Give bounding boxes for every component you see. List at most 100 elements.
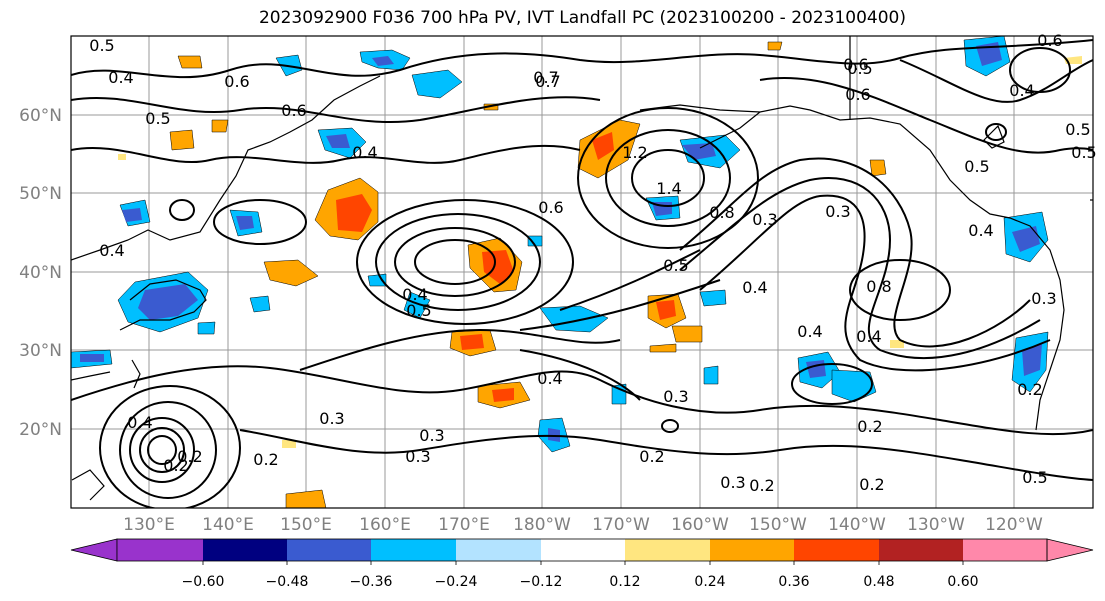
contour-label: 0.4 <box>352 143 377 162</box>
contour-label: 0.4 <box>402 285 427 304</box>
longitude-label: 140°W <box>828 515 886 535</box>
contour-label: 0.8 <box>866 277 891 296</box>
colorbar-tick-label: −0.24 <box>435 574 478 590</box>
pc-shading <box>71 36 1082 508</box>
contour-label: 0.2 <box>639 447 664 466</box>
colorbar-extension-min <box>70 538 118 562</box>
contour-label: 0.4 <box>1009 81 1034 100</box>
coastlines <box>71 36 1093 501</box>
contour-label: 0.6 <box>281 101 306 120</box>
colorbar-tick-label: 0.60 <box>947 574 978 590</box>
contour-label: 0.4 <box>797 322 822 341</box>
contour-label: 0.3 <box>752 210 777 229</box>
longitude-label: 130°W <box>907 515 965 535</box>
contour-label: 0.3 <box>1031 289 1056 308</box>
longitude-label: 180°W <box>513 515 571 535</box>
contour-label: 0.2 <box>859 475 884 494</box>
contour-label: 0.6 <box>224 72 249 91</box>
colorbar-bin <box>879 539 963 561</box>
colorbar-bin <box>625 539 710 561</box>
contour-label: 1.4 <box>656 179 681 198</box>
contour-label: 0.2 <box>163 456 188 475</box>
colorbar-tick-label: −0.48 <box>266 574 309 590</box>
colorbar-tick-label: −0.60 <box>182 574 225 590</box>
colorbar-tick-label: 0.36 <box>778 574 809 590</box>
colorbar-frame <box>116 538 1048 562</box>
colorbar-bin <box>541 539 625 561</box>
chart-title: 2023092900 F036 700 hPa PV, IVT Landfall… <box>258 8 906 28</box>
longitude-label: 170°E <box>438 515 490 535</box>
colorbar-extension-max <box>1046 538 1094 562</box>
contour-label: 0.5 <box>847 59 872 78</box>
latitude-label: 60°N <box>19 106 62 126</box>
contour-label: 0.5 <box>964 157 989 176</box>
contour-label: 0.8 <box>709 203 734 222</box>
map-frame <box>70 35 1094 509</box>
colorbar-tick-label: −0.12 <box>520 574 563 590</box>
colorbar-tick-label: 0.24 <box>694 574 725 590</box>
contour-label: 1.2 <box>622 143 647 162</box>
contour-label: 0.3 <box>405 447 430 466</box>
colorbar-bin <box>117 539 203 561</box>
longitude-label: 120°W <box>985 515 1043 535</box>
contour-label: 0.5 <box>89 36 114 55</box>
longitude-label: 160°E <box>359 515 411 535</box>
latitude-label: 30°N <box>19 341 62 361</box>
latitude-labels: 60°N 50°N 40°N 30°N 20°N <box>19 106 62 440</box>
contour-label: 0.6 <box>843 55 868 74</box>
graticule <box>71 36 1093 508</box>
contour-label: 0.2 <box>253 450 278 469</box>
contour-label: 0.4 <box>537 369 562 388</box>
colorbar-bin <box>794 539 879 561</box>
contour-label: 0.5 <box>1022 468 1047 487</box>
contour-label: 0.4 <box>856 327 881 346</box>
colorbar-bin <box>371 539 456 561</box>
latitude-label: 50°N <box>19 184 62 204</box>
contour-label: 0.3 <box>663 387 688 406</box>
colorbar-bin <box>456 539 541 561</box>
contour-label: 0.4 <box>99 241 124 260</box>
contour-label: 0.5 <box>663 256 688 275</box>
colorbar-bin <box>287 539 371 561</box>
colorbar-bin <box>963 539 1047 561</box>
contour-label: 0.2 <box>749 476 774 495</box>
latitude-label: 40°N <box>19 263 62 283</box>
contour-label: 0.3 <box>825 202 850 221</box>
colorbar-tick-label: −0.36 <box>350 574 393 590</box>
contour-label: 0.5 <box>1065 120 1090 139</box>
longitude-label: 150°W <box>749 515 807 535</box>
longitude-label: 130°E <box>123 515 175 535</box>
longitude-labels: 130°E 140°E 150°E 160°E 170°E 180°W 170°W 160°W… <box>123 515 1043 535</box>
contour-label: 0.7 <box>535 72 560 91</box>
contour-label: 0.2 <box>857 417 882 436</box>
longitude-label: 170°W <box>592 515 650 535</box>
contour-label: 0.7 <box>533 68 558 87</box>
contour-labels: 0.50.4 0.60.5 0.60.70.60.50.40.60.51.21.40… <box>89 31 1096 495</box>
latitude-label: 20°N <box>19 420 62 440</box>
contour-label: 0.6 <box>538 198 563 217</box>
contour-label: 0.2 <box>177 447 202 466</box>
contour-label: 0.3 <box>319 409 344 428</box>
contour-label: 0.3 <box>720 473 745 492</box>
contour-label: 0.5 <box>406 301 431 320</box>
longitude-label: 140°E <box>202 515 254 535</box>
colorbar-tick-label: 0.48 <box>863 574 894 590</box>
colorbar: −0.60 −0.48 −0.36 −0.24 −0.12 0.12 0.24 0.36 0.4… <box>70 538 1094 590</box>
colorbar-tick-label: 0.12 <box>609 574 640 590</box>
contour-label: 0.5 <box>1071 143 1096 162</box>
colorbar-bin <box>710 539 794 561</box>
contour-label: 0.4 <box>108 68 133 87</box>
contour-label: 0.3 <box>419 426 444 445</box>
contour-label: 0.2 <box>1017 380 1042 399</box>
pv-contours <box>71 39 1093 508</box>
longitude-label: 160°W <box>671 515 729 535</box>
contour-label: 0.6 <box>845 85 870 104</box>
contour-label: 0.4 <box>742 278 767 297</box>
contour-label: 0.6 <box>1037 31 1062 50</box>
contour-label: 0.4 <box>127 413 152 432</box>
contour-label: 0.4 <box>968 221 993 240</box>
longitude-label: 150°E <box>280 515 332 535</box>
colorbar-bin <box>203 539 287 561</box>
contour-label: 0.5 <box>145 109 170 128</box>
